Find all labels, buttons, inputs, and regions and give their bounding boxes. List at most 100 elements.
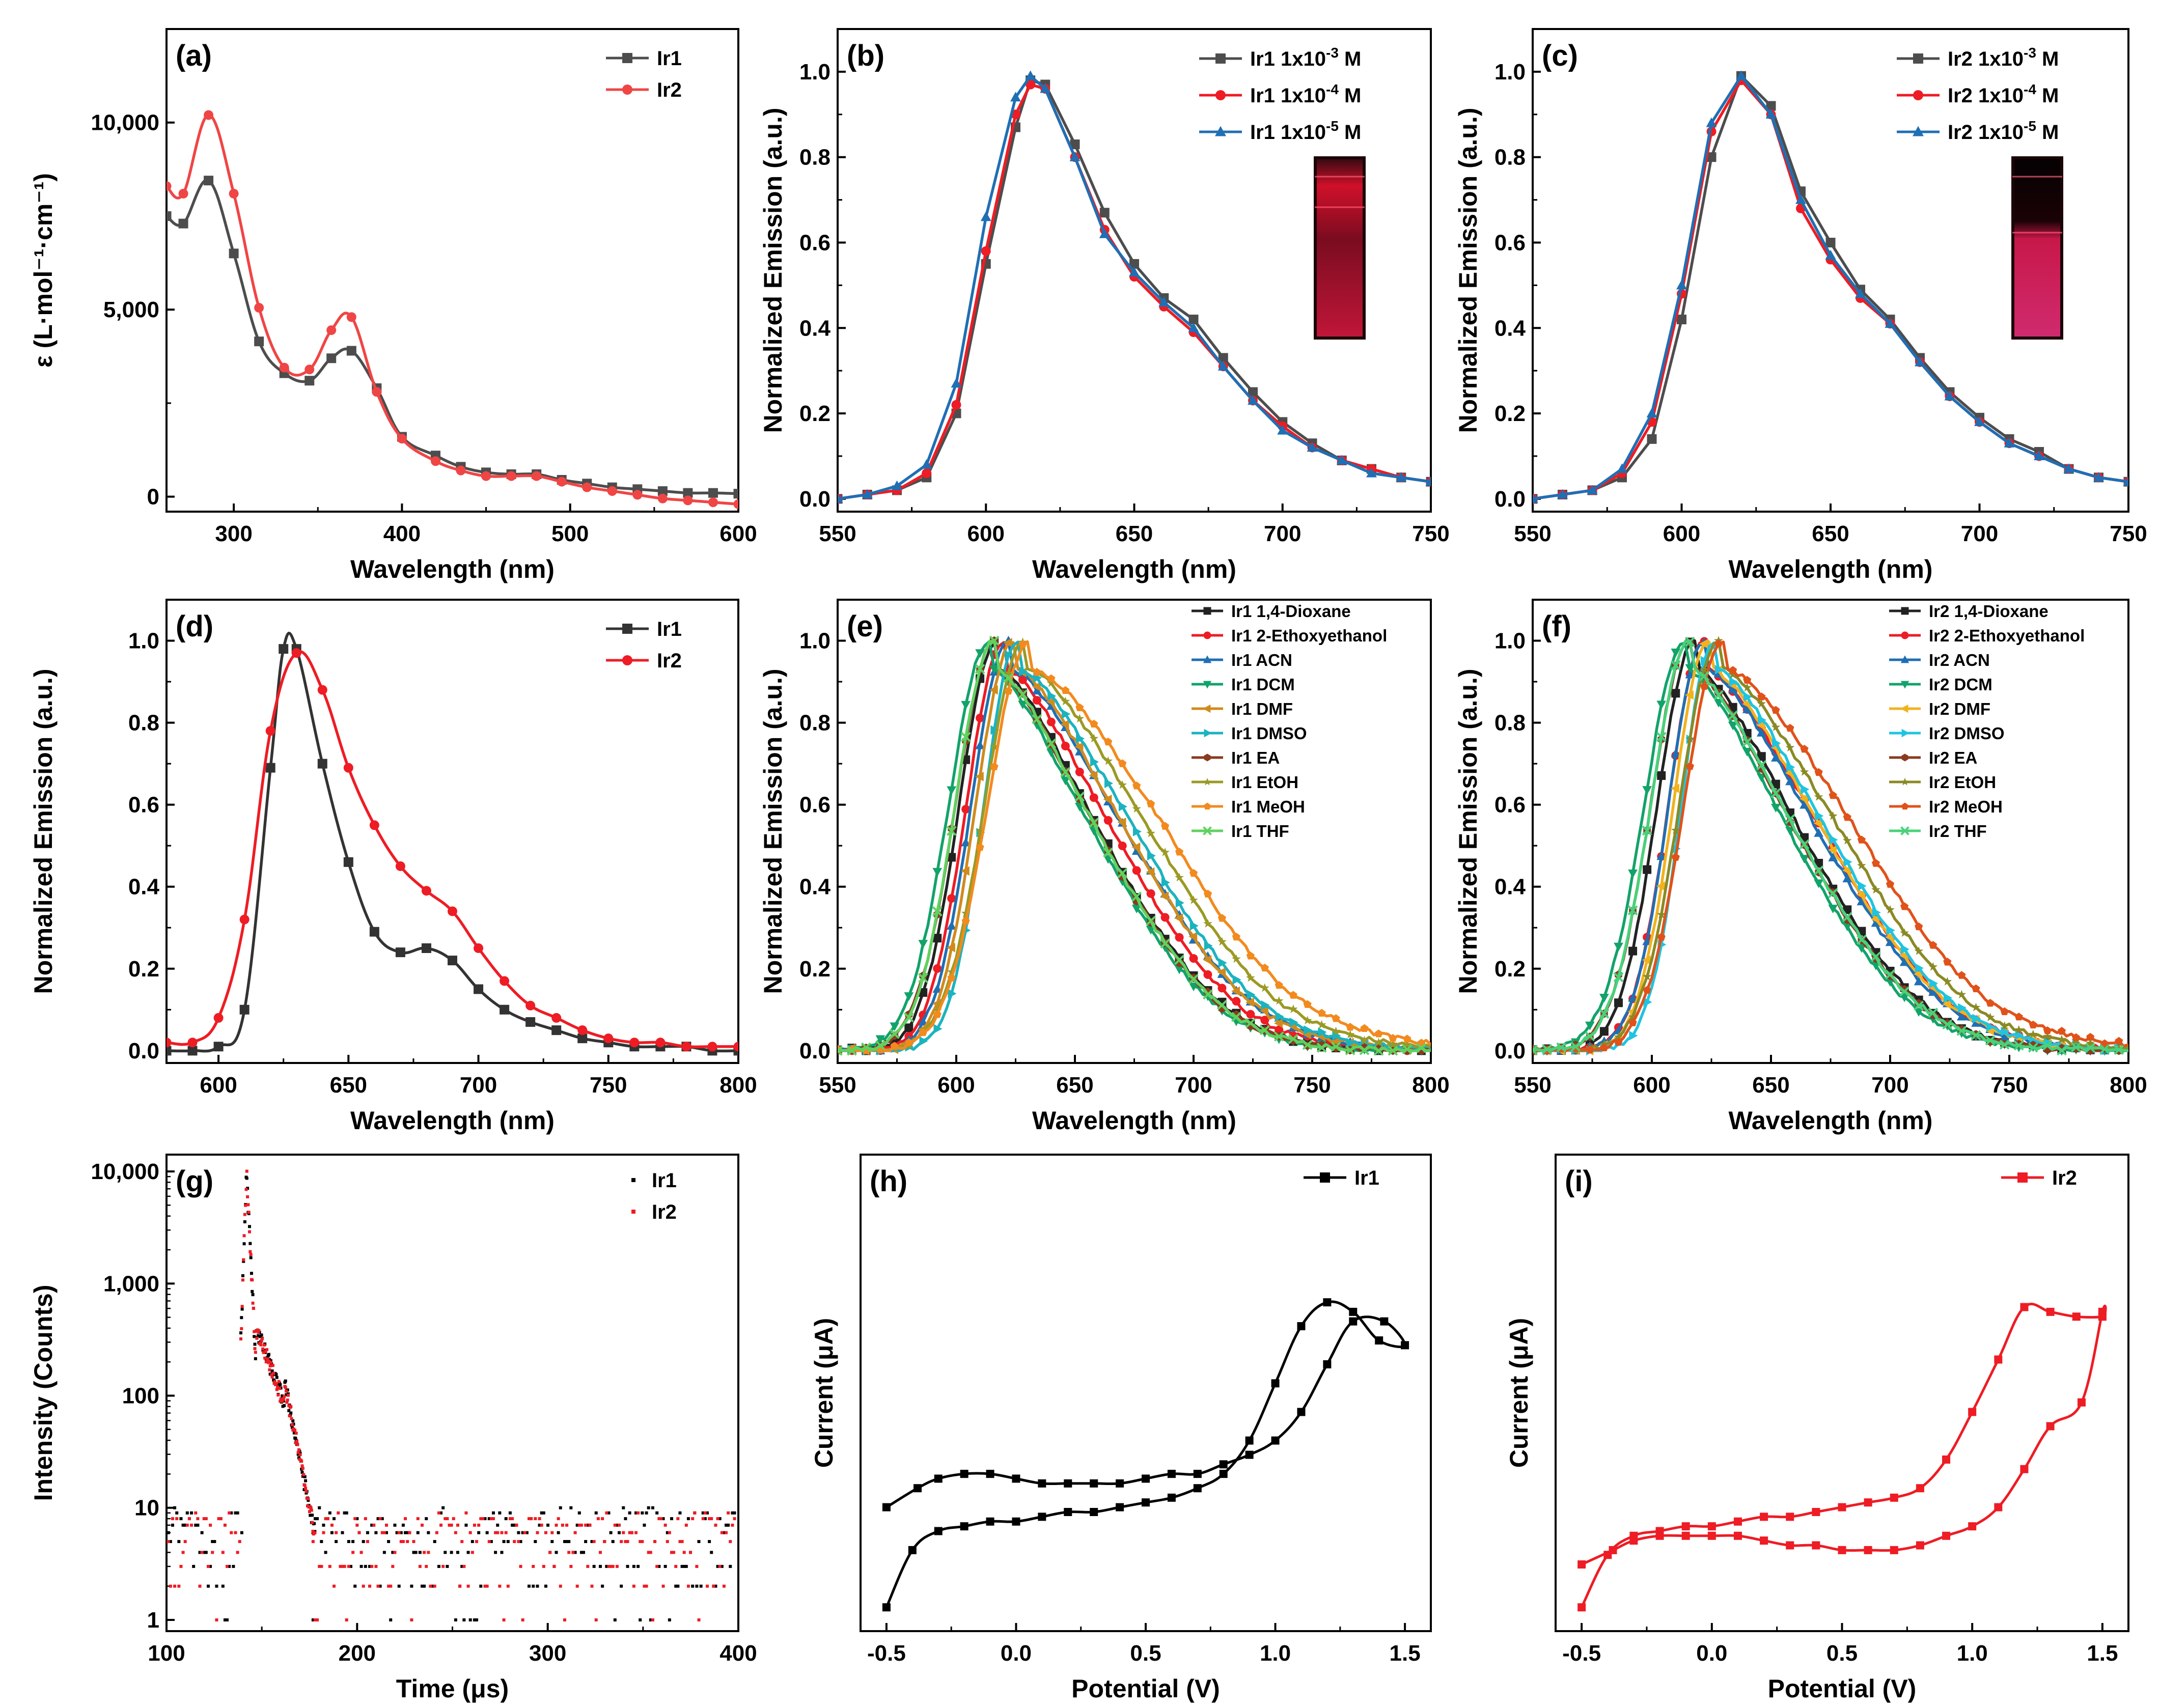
- data-point: [1885, 937, 1895, 946]
- data-point: [1864, 1546, 1872, 1554]
- data-point: [2004, 437, 2015, 447]
- data-point: [1032, 682, 1041, 691]
- legend-label: Ir1 1,4-Dioxane: [1231, 602, 1351, 621]
- data-point: [244, 1203, 247, 1207]
- data-point: [1019, 666, 1028, 677]
- data-point: [245, 1177, 248, 1180]
- data-point: [2034, 451, 2044, 461]
- legend-item: Ir2 DMSO: [1889, 724, 2005, 743]
- data-point: [722, 1584, 726, 1588]
- legend-marker: [1900, 655, 1909, 663]
- data-point: [240, 1327, 243, 1330]
- data-point: [1843, 857, 1852, 867]
- legend-marker: [2017, 1172, 2028, 1183]
- series-Ir2-THF: [1533, 636, 2128, 1056]
- series-Ir1: [167, 631, 738, 1056]
- panel-h: -0.5 0.0 0.5 1.0 1.5 Potential (V) Current (μA…: [810, 1154, 1432, 1703]
- data-point: [2028, 1029, 2038, 1039]
- data-point: [1857, 897, 1867, 906]
- data-point: [1271, 1379, 1280, 1388]
- data-point: [1646, 408, 1657, 418]
- y-tick-label: 1.0: [799, 60, 831, 85]
- data-point: [632, 490, 643, 500]
- data-point: [1707, 1531, 1716, 1540]
- data-point: [506, 1584, 510, 1588]
- data-point: [986, 1517, 994, 1526]
- data-point: [727, 1523, 730, 1527]
- data-point: [1217, 967, 1226, 977]
- data-point: [380, 1531, 384, 1534]
- data-point: [1942, 1019, 1953, 1030]
- data-point: [1985, 1013, 1995, 1021]
- data-point: [473, 1523, 476, 1527]
- data-point: [517, 1531, 520, 1534]
- data-point: [722, 1531, 726, 1534]
- data-point: [892, 480, 902, 490]
- data-point: [2057, 1034, 2066, 1044]
- data-point: [1316, 1043, 1327, 1053]
- data-point: [270, 1375, 274, 1379]
- data-point: [494, 1531, 497, 1534]
- data-point: [448, 956, 457, 966]
- data-point: [932, 984, 943, 993]
- x-tick-label: 800: [1412, 1073, 1449, 1098]
- data-point: [221, 1551, 225, 1554]
- data-point: [511, 1517, 514, 1521]
- data-point: [1401, 1341, 1409, 1350]
- data-point: [345, 1618, 348, 1621]
- data-point: [1380, 1317, 1389, 1326]
- data-point: [1099, 228, 1110, 238]
- legend-marker: [1204, 729, 1212, 738]
- data-point: [559, 1584, 562, 1588]
- data-point: [594, 1511, 598, 1515]
- data-point: [1815, 811, 1824, 821]
- data-point: [1642, 972, 1652, 981]
- data-point: [464, 1523, 468, 1527]
- data-point: [1245, 1436, 1254, 1445]
- data-point: [372, 1523, 376, 1527]
- data-point: [546, 1523, 550, 1527]
- data-point: [1533, 493, 1538, 503]
- data-point: [276, 1385, 280, 1389]
- data-point: [1985, 1035, 1996, 1046]
- data-point: [274, 1373, 278, 1377]
- data-point: [569, 1506, 573, 1509]
- data-point: [364, 1564, 367, 1568]
- data-point: [485, 1531, 489, 1534]
- data-point: [1785, 743, 1795, 752]
- data-point: [181, 1523, 185, 1527]
- data-point: [450, 1523, 453, 1527]
- data-point: [1277, 425, 1288, 435]
- data-point: [1800, 744, 1809, 753]
- data-point: [1599, 994, 1609, 1003]
- panel-tag: (a): [176, 39, 212, 72]
- data-point: [708, 497, 718, 508]
- data-point: [240, 1305, 244, 1308]
- data-point: [1613, 972, 1624, 983]
- data-point: [301, 1467, 305, 1470]
- data-point: [544, 1531, 547, 1534]
- data-point: [1003, 673, 1014, 683]
- data-point: [1871, 918, 1881, 927]
- data-point: [1857, 944, 1867, 953]
- data-point: [961, 917, 970, 925]
- legend-marker: [1215, 53, 1226, 64]
- data-point: [1346, 1038, 1355, 1048]
- legend-item: Ir2: [606, 650, 682, 672]
- legend-label: Ir1 EtOH: [1231, 773, 1298, 792]
- data-point: [275, 1388, 279, 1391]
- y-tick-label: 0.4: [128, 875, 160, 900]
- data-point: [693, 1511, 697, 1515]
- data-point: [1302, 1029, 1311, 1040]
- series-Ir2: [167, 648, 738, 1052]
- data-point: [643, 1584, 646, 1588]
- y-tick-label: 0.0: [1494, 1039, 1526, 1063]
- data-point: [285, 1393, 288, 1396]
- data-point: [328, 1564, 331, 1568]
- data-point: [634, 1511, 638, 1515]
- data-point: [243, 1213, 246, 1216]
- data-point: [659, 1517, 663, 1521]
- data-point: [1729, 677, 1738, 687]
- data-point: [630, 1531, 633, 1534]
- data-point: [1219, 1460, 1228, 1469]
